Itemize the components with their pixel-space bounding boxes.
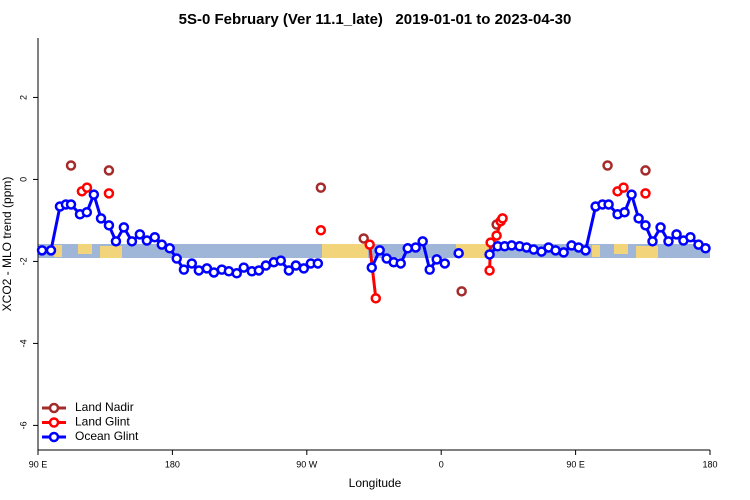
data-point — [298, 263, 310, 274]
data-point — [315, 225, 327, 236]
y-tick-label: 0 — [18, 177, 28, 182]
data-point — [253, 265, 265, 276]
data-point — [655, 222, 666, 233]
data-point — [149, 231, 161, 243]
data-point — [558, 247, 569, 258]
x-tick-label: 90 E — [29, 459, 48, 469]
data-point — [663, 236, 674, 247]
data-point — [95, 213, 107, 224]
data-point — [439, 258, 451, 269]
data-point — [602, 160, 613, 171]
data-point — [118, 222, 130, 233]
data-point — [484, 249, 495, 260]
legend-marker — [48, 431, 60, 443]
data-point — [164, 243, 175, 254]
legend-marker — [48, 417, 60, 428]
data-point — [275, 255, 287, 266]
data-point — [640, 165, 651, 176]
data-point — [366, 262, 378, 273]
data-point — [453, 247, 464, 259]
data-point — [647, 236, 658, 247]
data-point — [364, 239, 375, 250]
x-tick-label: 180 — [165, 459, 180, 469]
land-strip — [592, 245, 600, 257]
data-point — [410, 242, 421, 253]
data-point — [283, 265, 295, 276]
data-point — [484, 265, 495, 276]
data-point — [156, 239, 168, 250]
land-strip — [100, 246, 122, 258]
data-point — [618, 182, 629, 193]
data-point — [395, 258, 406, 269]
y-tick-label: 2 — [18, 95, 28, 100]
data-point — [238, 262, 250, 273]
x-tick-label: 180 — [702, 459, 717, 469]
data-point — [315, 182, 327, 193]
chart-title: 5S-0 February (Ver 11.1_late) 2019-01-01… — [179, 11, 572, 28]
land-strip — [322, 244, 368, 258]
data-point — [81, 182, 93, 193]
legend-marker — [48, 402, 60, 414]
data-point — [491, 230, 502, 241]
data-point — [134, 229, 146, 240]
data-point — [45, 245, 57, 256]
data-point — [497, 213, 508, 224]
data-point — [550, 245, 561, 256]
data-point — [312, 258, 324, 269]
data-point — [193, 265, 205, 276]
data-point — [65, 199, 77, 210]
y-tick-label: -6 — [18, 421, 28, 429]
data-point — [103, 165, 115, 176]
data-point — [685, 231, 696, 243]
x-axis-label: Longitude — [349, 476, 402, 490]
data-point — [700, 243, 711, 254]
y-tick-label: -4 — [18, 339, 28, 347]
data-point — [178, 264, 190, 275]
x-tick-label: 0 — [439, 459, 444, 469]
data-point — [88, 189, 100, 200]
data-point — [640, 188, 651, 199]
data-point — [231, 268, 243, 279]
land-strip — [54, 245, 62, 257]
data-point — [36, 245, 48, 256]
data-point — [671, 229, 682, 240]
data-point — [65, 160, 77, 171]
data-point — [626, 189, 637, 200]
data-point — [640, 220, 651, 231]
data-point — [619, 206, 630, 218]
data-point — [171, 253, 182, 264]
data-point — [633, 213, 644, 224]
y-tick-label: -2 — [18, 257, 28, 265]
land-strip — [78, 244, 92, 254]
data-point — [186, 258, 198, 269]
data-point — [370, 293, 382, 304]
data-point — [126, 236, 138, 247]
x-tick-label: 90 E — [566, 459, 585, 469]
legend-label: Land Nadir — [75, 400, 134, 414]
data-point — [358, 233, 369, 244]
data-point — [81, 206, 93, 218]
data-point — [374, 245, 385, 256]
y-axis-label: XCO2 - MLO trend (ppm) — [0, 177, 14, 312]
data-point — [424, 264, 435, 275]
data-point — [103, 188, 115, 199]
data-point — [110, 236, 122, 247]
x-tick-label: 90 W — [296, 459, 318, 469]
data-point — [431, 254, 442, 265]
land-strip — [636, 246, 658, 258]
data-point — [603, 199, 614, 210]
land-strip — [456, 244, 490, 258]
data-point — [103, 220, 115, 231]
legend-label: Land Glint — [75, 415, 130, 429]
land-strip — [614, 244, 628, 254]
data-point — [456, 286, 467, 297]
legend-label: Ocean Glint — [75, 429, 139, 443]
data-point — [417, 236, 428, 247]
data-point — [580, 245, 591, 256]
